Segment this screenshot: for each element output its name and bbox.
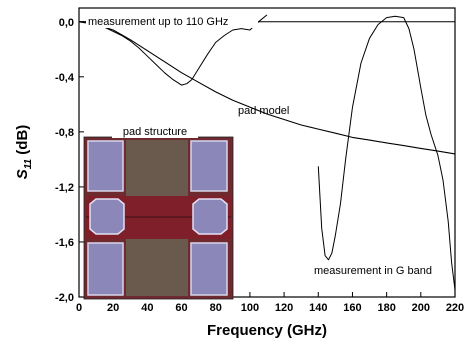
y-tick-label: -1,6 [55, 237, 74, 249]
y-axis-title-main: S [14, 169, 31, 179]
x-tick-label: 140 [309, 302, 327, 314]
x-tick-label: 40 [141, 302, 153, 314]
annotation-pad-model: pad model [238, 105, 289, 117]
inset-pad-top-left [87, 140, 124, 192]
y-axis-title: S11 (dB) [14, 125, 34, 180]
x-axis-ticks: 0 20 40 60 80 100 120 140 160 180 200 220 [76, 292, 464, 314]
series-measurement-g-band [317, 15, 456, 291]
inset-pad-bottom-left [87, 242, 124, 296]
x-tick-label: 180 [377, 302, 395, 314]
inset-label-backdrop [112, 124, 198, 138]
annotation-measurement-g-band: measurement in G band [314, 265, 432, 277]
y-axis-ticks: 0,0 -0,4 -0,8 -1,2 -1,6 -2,0 [55, 17, 84, 304]
pad-structure-inset: pad structure [83, 124, 234, 300]
x-tick-label: 60 [175, 302, 187, 314]
x-tick-label: 0 [76, 302, 82, 314]
y-tick-label: -2,0 [55, 292, 74, 304]
x-tick-label: 160 [343, 302, 361, 314]
x-tick-label: 100 [241, 302, 259, 314]
inset-title-label: pad structure [123, 126, 187, 138]
y-tick-label: -0,4 [55, 72, 75, 84]
y-tick-label: -1,2 [55, 182, 74, 194]
y-axis-title-subscript: 11 [23, 158, 34, 169]
inset-pad-top-right [190, 140, 228, 192]
x-tick-label: 200 [412, 302, 430, 314]
y-tick-label: -0,8 [55, 127, 74, 139]
inset-pad-middle-right [192, 198, 228, 235]
annotation-measurement-110: measurement up to 110 GHz [88, 16, 228, 28]
series-measurement-110ghz [79, 14, 268, 86]
series-group [78, 14, 456, 291]
plot-frame [78, 7, 456, 298]
x-tick-label: 80 [210, 302, 222, 314]
x-tick-label: 20 [107, 302, 119, 314]
x-tick-label: 120 [275, 302, 293, 314]
x-tick-label: 220 [446, 302, 464, 314]
top-annotation-backdrop [86, 13, 258, 28]
y-tick-label: 0,0 [59, 17, 74, 29]
x-axis-title: Frequency (GHz) [207, 322, 327, 339]
y-axis-title-unit: (dB) [14, 125, 31, 159]
inset-pad-middle-left [89, 198, 125, 235]
series-pad-model [78, 21, 456, 155]
inset-pad-bottom-right [190, 242, 228, 296]
